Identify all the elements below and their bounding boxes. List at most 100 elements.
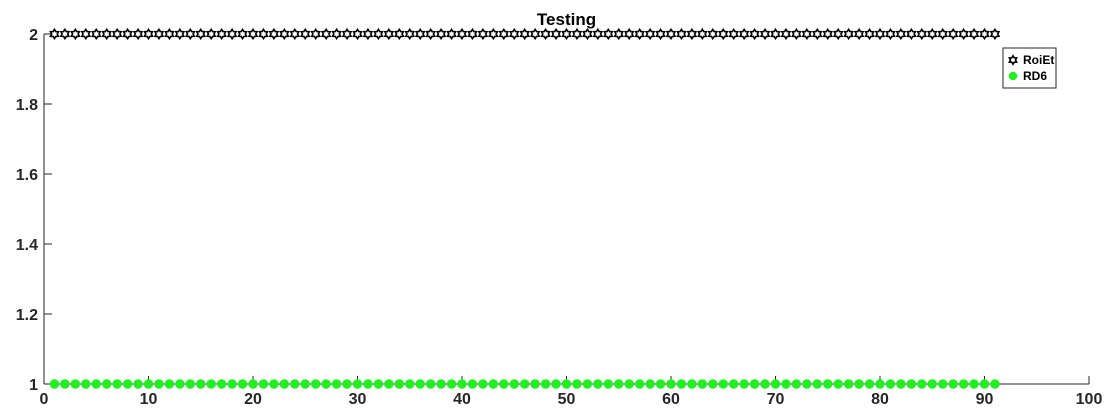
data-point	[258, 379, 269, 389]
data-point	[749, 379, 760, 389]
data-point	[122, 379, 133, 389]
x-tick-label: 50	[558, 391, 576, 408]
data-point	[885, 379, 896, 389]
y-tick-label: 1.2	[16, 307, 38, 324]
data-point	[603, 27, 614, 41]
data-point	[258, 27, 269, 41]
data-point	[550, 27, 562, 41]
data-point	[624, 379, 634, 389]
data-point	[979, 27, 990, 41]
data-point	[989, 27, 1001, 41]
data-point	[237, 27, 248, 41]
data-point	[655, 27, 666, 41]
data-point	[102, 379, 112, 389]
x-tick-label: 80	[871, 391, 889, 408]
data-point	[708, 379, 718, 389]
x-tick-label: 30	[349, 391, 367, 408]
data-point	[916, 27, 928, 41]
y-tick-label: 1	[29, 377, 38, 394]
chart-title: Testing	[537, 10, 596, 29]
data-point	[373, 27, 384, 41]
data-point	[467, 379, 478, 389]
data-point	[70, 379, 81, 389]
data-point	[436, 379, 446, 389]
data-point	[59, 27, 71, 41]
x-tick-label: 100	[1076, 391, 1103, 408]
data-point	[331, 27, 342, 41]
data-point	[874, 27, 886, 41]
data-point	[833, 379, 843, 389]
data-point	[738, 27, 750, 41]
data-point	[676, 379, 687, 389]
data-point	[634, 379, 645, 389]
data-point	[665, 27, 677, 41]
data-point	[488, 27, 499, 41]
data-point	[781, 379, 791, 389]
legend-label: RoiEt	[1023, 53, 1054, 67]
data-point	[853, 27, 865, 41]
data-point	[226, 27, 238, 41]
data-point	[60, 379, 70, 389]
ticks: 0 10 20 30 40 50 60 70 80 90 100 1 1.2 1.4 1.6 1.8 2	[16, 27, 1103, 408]
data-point	[644, 27, 656, 41]
x-tick-label: 0	[40, 391, 49, 408]
data-point	[686, 27, 698, 41]
x-tick-label: 60	[662, 391, 680, 408]
data-point	[342, 379, 352, 389]
data-point	[70, 27, 81, 41]
data-point	[248, 379, 258, 389]
data-point	[373, 379, 384, 389]
data-point	[394, 379, 404, 389]
data-point	[530, 379, 540, 389]
data-point	[582, 27, 593, 41]
data-point	[718, 379, 728, 389]
data-point	[572, 379, 582, 389]
data-point	[383, 27, 395, 41]
data-point	[122, 27, 133, 41]
data-point	[760, 379, 770, 389]
data-point	[488, 379, 499, 389]
data-point	[749, 27, 760, 41]
data-point	[414, 27, 426, 41]
data-point	[906, 379, 917, 389]
data-point	[520, 379, 530, 389]
legend-box	[1002, 47, 1057, 89]
data-point	[153, 27, 165, 41]
data-point	[457, 379, 467, 389]
data-point	[540, 379, 551, 389]
data-point	[477, 27, 489, 41]
y-tick-label: 1.8	[16, 97, 38, 114]
data-point	[508, 27, 520, 41]
data-point	[237, 379, 248, 389]
legend: RoiEt RD6	[1002, 47, 1057, 89]
data-point	[352, 27, 363, 41]
data-point	[739, 379, 749, 389]
legend-label: RD6	[1023, 69, 1047, 83]
data-point	[791, 27, 802, 41]
data-point	[896, 379, 906, 389]
data-point	[822, 27, 834, 41]
data-point	[352, 379, 363, 389]
data-point	[885, 27, 896, 41]
x-tick-label: 70	[767, 391, 785, 408]
axes	[43, 34, 1089, 385]
data-point	[300, 379, 310, 389]
data-point	[154, 379, 164, 389]
data-point	[299, 27, 311, 41]
data-point	[320, 27, 332, 41]
data-point	[289, 27, 301, 41]
legend-marker	[1008, 71, 1018, 81]
x-tick-label: 40	[453, 391, 471, 408]
data-point	[623, 27, 635, 41]
data-point	[467, 27, 478, 41]
data-point	[81, 379, 91, 389]
data-point	[132, 27, 144, 41]
data-point	[341, 27, 353, 41]
data-point	[363, 379, 373, 389]
data-point	[697, 27, 708, 41]
data-point	[728, 27, 739, 41]
y-tick-label: 1.6	[16, 167, 38, 184]
data-point	[843, 379, 854, 389]
y-tick-label: 2	[29, 27, 38, 44]
data-point	[832, 27, 844, 41]
